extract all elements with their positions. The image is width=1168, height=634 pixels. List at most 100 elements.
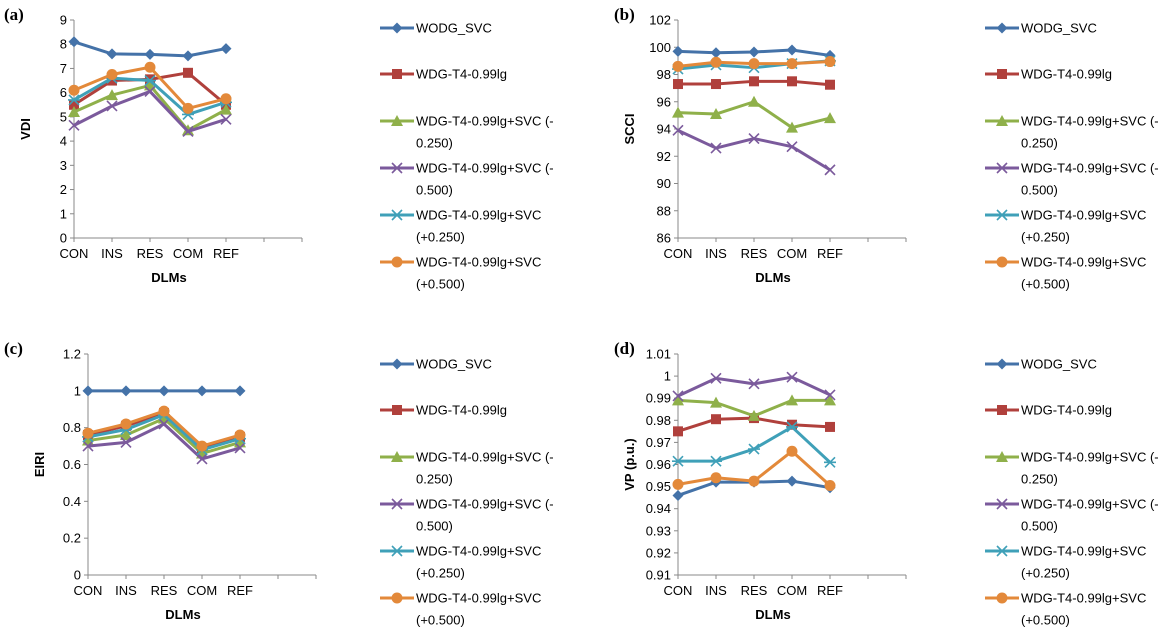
x-tick-label: COM	[173, 246, 203, 261]
data-point	[748, 409, 760, 421]
data-point	[144, 61, 156, 73]
x-tick-label: RES	[151, 583, 178, 598]
legend-swatch-marker	[996, 256, 1008, 268]
legend-entry-label: WDG-T4-0.99lg	[1021, 403, 1112, 418]
legend-swatch-marker	[996, 545, 1008, 557]
data-point	[824, 112, 836, 124]
legend-swatch-marker	[997, 69, 1007, 79]
y-tick-label: 96	[657, 94, 671, 109]
legend-entry-label: 0.250)	[416, 472, 453, 487]
y-tick-label: 102	[649, 13, 671, 28]
legend-swatch-marker	[996, 592, 1008, 604]
legend-entry-label: WDG-T4-0.99lg+SVC	[1021, 544, 1146, 559]
y-tick-label: 0.93	[646, 523, 671, 538]
legend-entry-label: WDG-T4-0.99lg	[416, 403, 507, 418]
x-tick-label: COM	[777, 583, 807, 598]
data-point	[672, 60, 684, 72]
legend-swatch-marker	[391, 358, 403, 370]
y-tick-label: 1	[664, 369, 671, 384]
x-tick-label: RES	[137, 246, 164, 261]
data-point	[748, 443, 760, 455]
legend-swatch-marker	[391, 498, 403, 510]
legend-entry-label: (+0.250)	[1021, 566, 1070, 581]
legend-entry-label: WDG-T4-0.99lg+SVC (-	[416, 450, 554, 465]
data-point	[710, 372, 722, 384]
data-point	[710, 142, 722, 154]
series-4	[68, 85, 232, 137]
legend-swatch-marker	[391, 209, 403, 221]
legend-entry-label: (+0.500)	[1021, 613, 1070, 628]
y-tick-label: 8	[60, 37, 67, 52]
legend-entry-label: WDG-T4-0.99lg+SVC (-	[416, 497, 554, 512]
data-point	[786, 394, 798, 406]
series-3	[672, 95, 836, 133]
data-point	[120, 385, 132, 397]
legend-swatch-marker	[997, 405, 1007, 415]
data-point	[673, 426, 683, 437]
y-tick-label: 0.99	[646, 391, 671, 406]
legend-entry-label: WDG-T4-0.99lg+SVC (-	[1021, 450, 1159, 465]
data-point	[824, 164, 836, 176]
data-point	[824, 389, 836, 401]
data-point	[711, 414, 721, 425]
data-point	[748, 132, 760, 145]
data-point	[158, 405, 170, 417]
y-tick-label: 1	[74, 383, 81, 398]
data-point	[68, 36, 80, 48]
data-point	[710, 56, 722, 68]
legend-swatch-marker	[391, 115, 403, 126]
data-point	[748, 378, 760, 390]
data-point	[824, 456, 836, 468]
legend-entry-label: WDG-T4-0.99lg	[416, 67, 507, 82]
data-point	[82, 385, 94, 397]
data-point	[82, 440, 94, 452]
legend-swatch-marker	[996, 451, 1008, 462]
legend-entry-label: WDG-T4-0.99lg+SVC	[1021, 255, 1146, 270]
data-point	[824, 56, 836, 68]
legend-swatch-marker	[391, 451, 403, 462]
y-tick-label: 0.91	[646, 568, 671, 583]
series-3	[672, 394, 836, 421]
legend-entry-label: WDG-T4-0.99lg+SVC (-	[1021, 497, 1159, 512]
y-tick-label: 0	[74, 568, 81, 583]
y-tick-label: 98	[657, 67, 671, 82]
y-tick-label: 9	[60, 13, 67, 28]
legend-3: WODG_SVC WDG-T4-0.99lg WDG-T4-0.99lg+SVC (…	[380, 357, 554, 628]
panel-label: (c)	[4, 339, 23, 358]
legend-entry-label: WDG-T4-0.99lg	[1021, 67, 1112, 82]
data-point	[234, 385, 246, 397]
y-tick-label: 5	[60, 109, 67, 124]
y-tick-label: 0.4	[63, 494, 81, 509]
series-5	[68, 72, 232, 121]
data-point	[710, 108, 722, 120]
series-6	[672, 56, 836, 72]
data-point	[710, 396, 722, 408]
legend-swatch-marker	[996, 22, 1008, 34]
y-tick-label: 0.95	[646, 479, 671, 494]
series-line	[677, 375, 831, 398]
legend-entry-label: WDG-T4-0.99lg+SVC	[416, 208, 541, 223]
data-point	[748, 95, 760, 107]
data-point	[120, 436, 132, 448]
data-point	[786, 58, 798, 70]
y-axis-title: EIRI	[32, 452, 47, 477]
data-point	[786, 421, 798, 433]
data-point	[182, 50, 194, 62]
data-point	[234, 442, 246, 454]
x-tick-label: CON	[664, 246, 693, 261]
data-point	[710, 47, 722, 59]
data-point	[672, 455, 684, 467]
legend-swatch-marker	[392, 405, 402, 415]
x-tick-label: COM	[187, 583, 217, 598]
y-tick-label: 6	[60, 85, 67, 100]
data-point	[106, 48, 118, 60]
data-point	[710, 455, 722, 467]
legend-swatch-marker	[996, 162, 1008, 174]
data-point	[786, 121, 798, 133]
data-point	[196, 385, 208, 397]
data-point	[786, 371, 798, 383]
series-line	[677, 129, 831, 172]
y-axis-title: VDI	[18, 118, 33, 140]
data-point	[748, 46, 760, 58]
series-6	[68, 61, 232, 114]
